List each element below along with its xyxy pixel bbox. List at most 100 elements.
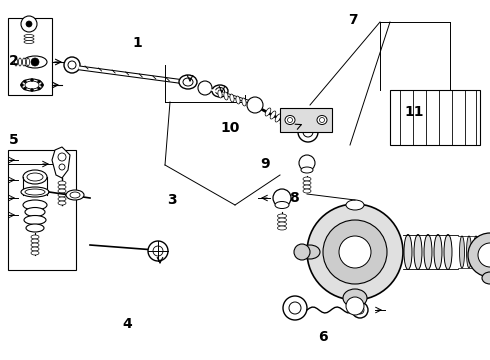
Ellipse shape	[466, 236, 471, 268]
Bar	[8, 150, 76, 270]
Polygon shape	[52, 147, 70, 178]
Circle shape	[26, 21, 32, 27]
Ellipse shape	[66, 190, 84, 200]
Ellipse shape	[303, 181, 311, 185]
Ellipse shape	[460, 236, 465, 268]
Ellipse shape	[58, 197, 66, 201]
Circle shape	[283, 296, 307, 320]
Ellipse shape	[31, 251, 39, 255]
Circle shape	[68, 61, 76, 69]
Ellipse shape	[212, 85, 228, 97]
Ellipse shape	[21, 187, 49, 197]
Text: 1: 1	[132, 36, 142, 50]
Ellipse shape	[31, 243, 39, 247]
Circle shape	[148, 241, 168, 261]
Ellipse shape	[224, 92, 228, 100]
Ellipse shape	[317, 116, 327, 125]
Circle shape	[21, 84, 24, 86]
Text: 4: 4	[122, 317, 132, 331]
Ellipse shape	[58, 201, 66, 205]
Ellipse shape	[24, 41, 34, 44]
Ellipse shape	[70, 192, 80, 198]
Ellipse shape	[277, 222, 287, 226]
Circle shape	[24, 80, 26, 83]
Circle shape	[153, 246, 163, 256]
Ellipse shape	[488, 236, 490, 268]
Circle shape	[303, 127, 313, 137]
Text: 10: 10	[220, 121, 240, 135]
Ellipse shape	[230, 94, 234, 102]
Ellipse shape	[58, 181, 66, 185]
Ellipse shape	[301, 167, 313, 173]
Ellipse shape	[58, 193, 66, 197]
Ellipse shape	[179, 75, 197, 89]
Circle shape	[64, 57, 80, 73]
Circle shape	[307, 204, 403, 300]
Ellipse shape	[23, 56, 47, 68]
Ellipse shape	[277, 218, 287, 222]
Circle shape	[38, 80, 41, 83]
Ellipse shape	[58, 189, 66, 193]
Text: 11: 11	[404, 105, 424, 118]
Ellipse shape	[434, 234, 442, 270]
Ellipse shape	[24, 35, 34, 37]
Ellipse shape	[277, 214, 287, 218]
Ellipse shape	[303, 185, 311, 189]
Circle shape	[24, 87, 26, 90]
Ellipse shape	[290, 123, 296, 131]
Ellipse shape	[216, 87, 224, 95]
Ellipse shape	[275, 114, 281, 122]
Circle shape	[323, 220, 387, 284]
Ellipse shape	[265, 108, 271, 116]
Circle shape	[273, 189, 291, 207]
Circle shape	[247, 97, 263, 113]
Circle shape	[468, 233, 490, 277]
Ellipse shape	[343, 289, 367, 307]
Ellipse shape	[288, 117, 293, 122]
Text: 2: 2	[9, 54, 19, 68]
Ellipse shape	[21, 79, 43, 91]
Text: 6: 6	[318, 330, 328, 343]
Circle shape	[294, 244, 310, 260]
Ellipse shape	[26, 58, 29, 66]
Ellipse shape	[300, 245, 320, 259]
Ellipse shape	[24, 216, 46, 225]
Circle shape	[346, 297, 364, 315]
Ellipse shape	[285, 120, 291, 128]
Ellipse shape	[303, 177, 311, 181]
Ellipse shape	[23, 200, 47, 210]
Ellipse shape	[31, 239, 39, 243]
Ellipse shape	[24, 37, 34, 41]
Circle shape	[21, 16, 37, 32]
Ellipse shape	[280, 117, 286, 125]
Circle shape	[38, 87, 41, 90]
Ellipse shape	[236, 96, 240, 104]
Ellipse shape	[277, 226, 287, 230]
Circle shape	[478, 243, 490, 267]
Ellipse shape	[31, 235, 39, 239]
Bar	[8, 18, 52, 95]
Circle shape	[299, 155, 315, 171]
Circle shape	[30, 89, 33, 91]
Ellipse shape	[285, 116, 295, 125]
Bar	[280, 108, 332, 132]
Circle shape	[356, 306, 364, 314]
Text: 7: 7	[348, 13, 358, 27]
Ellipse shape	[482, 272, 490, 284]
Ellipse shape	[27, 173, 43, 181]
Ellipse shape	[15, 58, 18, 66]
Ellipse shape	[242, 98, 246, 106]
Ellipse shape	[218, 90, 222, 98]
Ellipse shape	[481, 236, 486, 268]
Text: 9: 9	[260, 157, 270, 171]
Ellipse shape	[270, 111, 276, 119]
Ellipse shape	[23, 58, 25, 66]
Circle shape	[339, 236, 371, 268]
Ellipse shape	[473, 236, 479, 268]
Ellipse shape	[25, 81, 39, 89]
Circle shape	[289, 302, 301, 314]
Ellipse shape	[275, 202, 289, 208]
Ellipse shape	[414, 234, 422, 270]
Ellipse shape	[303, 189, 311, 193]
Circle shape	[30, 78, 33, 81]
